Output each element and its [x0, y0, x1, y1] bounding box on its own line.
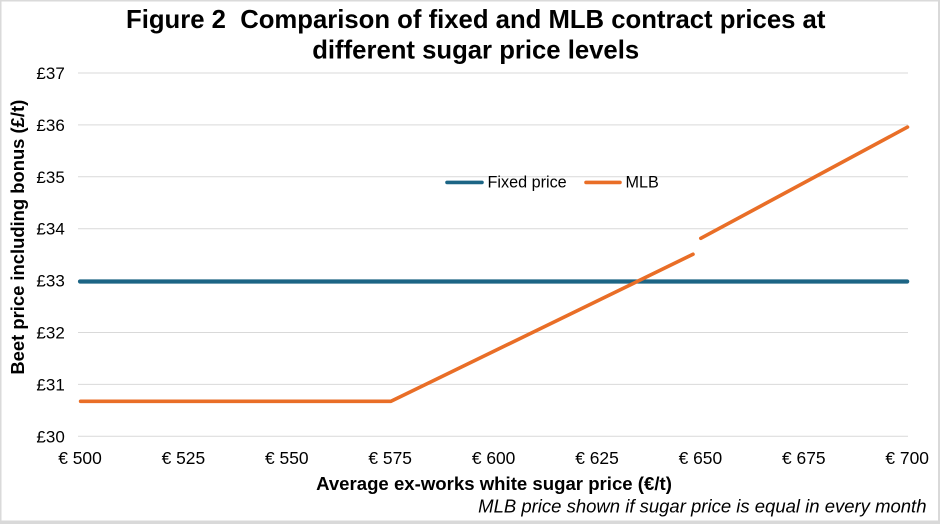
svg-text:€ 650: € 650: [679, 448, 723, 468]
svg-text:different sugar price levels: different sugar price levels: [312, 37, 639, 65]
svg-text:£35: £35: [36, 168, 64, 187]
svg-text:£31: £31: [36, 375, 64, 394]
svg-text:€ 600: € 600: [472, 448, 516, 468]
svg-text:£34: £34: [36, 220, 64, 239]
svg-text:£37: £37: [36, 64, 64, 83]
svg-text:Average ex-works white sugar p: Average ex-works white sugar price (€/t): [316, 473, 672, 494]
svg-text:MLB price shown if sugar price: MLB price shown if sugar price is equal …: [478, 496, 926, 517]
svg-text:€ 500: € 500: [58, 448, 102, 468]
svg-text:£32: £32: [36, 324, 64, 343]
svg-text:€ 625: € 625: [575, 448, 619, 468]
svg-text:Beet price including bonus (£/: Beet price including bonus (£/t): [7, 100, 28, 375]
svg-text:€ 700: € 700: [885, 448, 929, 468]
svg-text:€ 575: € 575: [368, 448, 412, 468]
svg-text:€ 550: € 550: [265, 448, 309, 468]
svg-text:£36: £36: [36, 116, 64, 135]
svg-text:£30: £30: [36, 427, 64, 446]
svg-text:MLB: MLB: [626, 173, 659, 191]
svg-text:Figure 2 Comparison of fixed: Figure 2 Comparison of fixed and MLB con…: [126, 6, 826, 34]
svg-text:€ 675: € 675: [782, 448, 826, 468]
svg-text:Fixed price: Fixed price: [488, 173, 567, 191]
svg-text:£33: £33: [36, 272, 64, 291]
svg-text:€ 525: € 525: [162, 448, 206, 468]
